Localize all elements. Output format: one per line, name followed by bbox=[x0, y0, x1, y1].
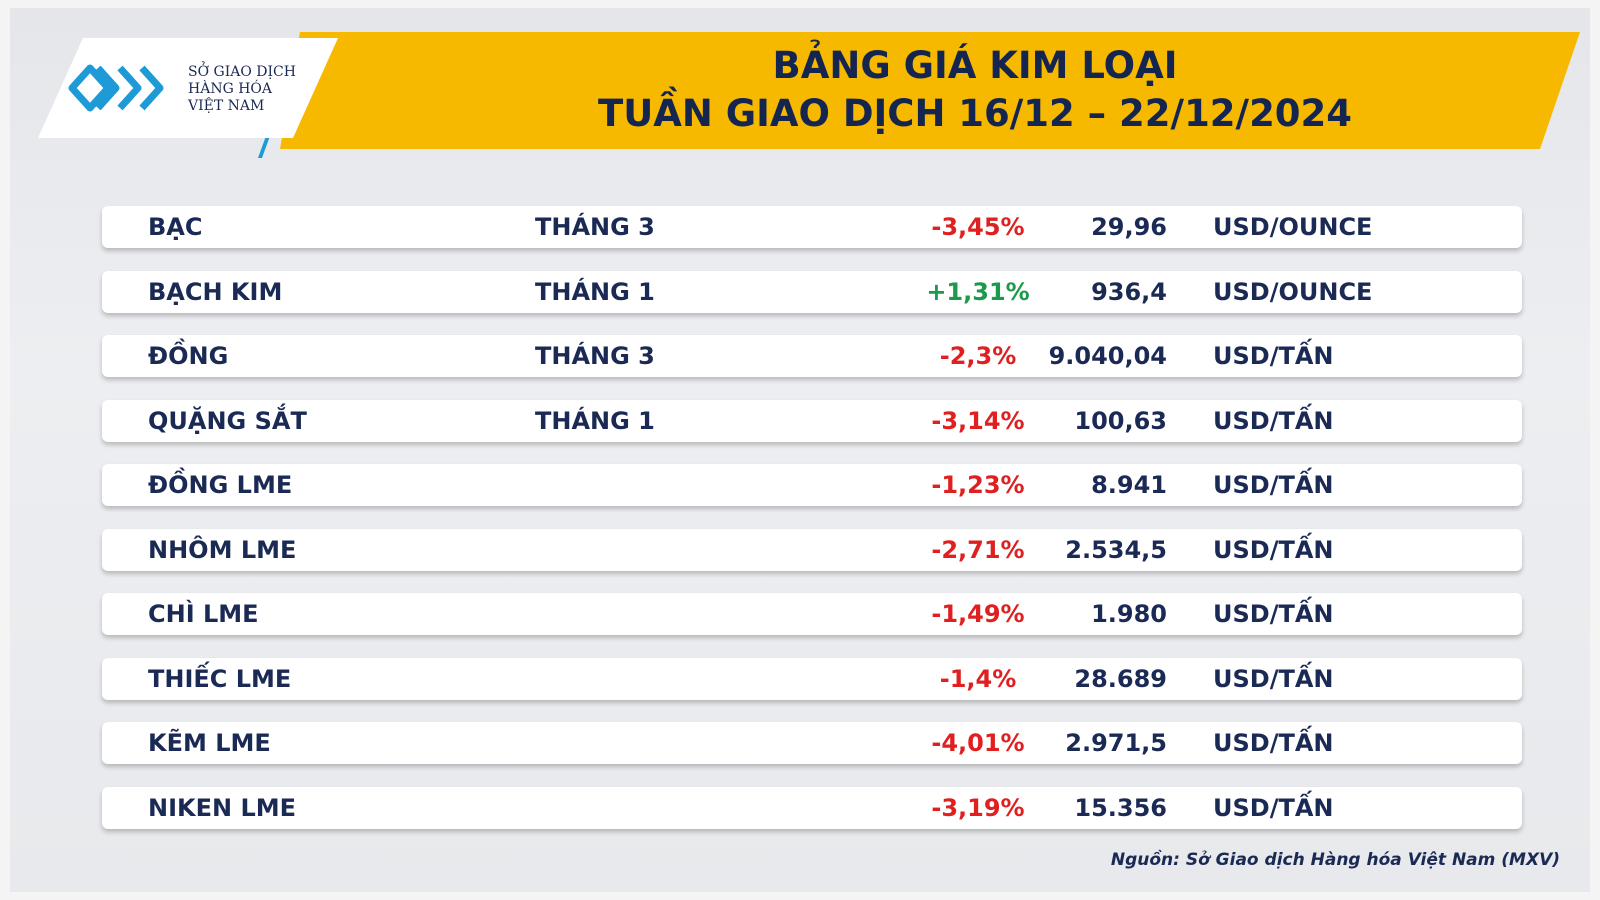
contract-month: THÁNG 1 bbox=[535, 406, 655, 435]
table-row: QUẶNG SẮT THÁNG 1 -3,14% 100,63 USD/TẤN bbox=[102, 399, 1522, 442]
contract-month: THÁNG 1 bbox=[535, 277, 655, 306]
contract-month: THÁNG 3 bbox=[535, 342, 655, 370]
price-change: -4,01% bbox=[931, 729, 1025, 757]
unit: USD/TẤN bbox=[1213, 600, 1334, 628]
metal-name: THIẾC LME bbox=[148, 664, 292, 693]
price: 9.040,04 bbox=[1048, 342, 1167, 370]
metal-name: BẠCH KIM bbox=[148, 277, 283, 306]
price: 15.356 bbox=[1074, 793, 1167, 822]
metal-name: BẠC bbox=[148, 213, 203, 241]
price-change: -2,71% bbox=[931, 535, 1025, 564]
unit: USD/TẤN bbox=[1213, 793, 1334, 822]
unit: USD/OUNCE bbox=[1213, 213, 1373, 241]
table-row: KẼM LME -4,01% 2.971,5 USD/TẤN bbox=[102, 722, 1522, 764]
price-change: -1,23% bbox=[931, 471, 1025, 499]
metal-name: KẼM LME bbox=[148, 729, 271, 757]
metal-name: QUẶNG SẮT bbox=[148, 406, 307, 435]
table-row: BẠC THÁNG 3 -3,45% 29,96 USD/OUNCE bbox=[102, 206, 1522, 248]
price: 936,4 bbox=[1091, 277, 1167, 306]
source: Nguồn: Sở Giao dịch Hàng hóa Việt Nam (M… bbox=[1110, 850, 1560, 870]
unit: USD/TẤN bbox=[1213, 471, 1334, 499]
price-change: -1,4% bbox=[939, 664, 1017, 693]
price: 100,63 bbox=[1074, 406, 1167, 435]
table-row: CHÌ LME -1,49% 1.980 USD/TẤN bbox=[102, 593, 1522, 635]
logo-icon bbox=[68, 64, 164, 112]
price-change: -3,19% bbox=[931, 793, 1025, 822]
metal-name: CHÌ LME bbox=[148, 600, 259, 628]
unit: USD/OUNCE bbox=[1213, 277, 1373, 306]
price: 29,96 bbox=[1091, 213, 1167, 241]
logo-line: SỞ GIAO DỊCH bbox=[188, 64, 296, 80]
table-row: ĐỒNG LME -1,23% 8.941 USD/TẤN bbox=[102, 464, 1522, 506]
table-row: NHÔM LME -2,71% 2.534,5 USD/TẤN bbox=[102, 528, 1522, 571]
price-change: -3,45% bbox=[931, 213, 1025, 241]
price-change: -2,3% bbox=[939, 342, 1017, 370]
price-change: -1,49% bbox=[931, 600, 1025, 628]
price-change: -3,14% bbox=[931, 406, 1025, 435]
metal-name: NIKEN LME bbox=[148, 793, 297, 822]
contract-month: THÁNG 3 bbox=[535, 213, 655, 241]
logo-line: HÀNG HÓA bbox=[188, 81, 272, 97]
metal-name: ĐỒNG bbox=[148, 342, 229, 370]
title-banner bbox=[280, 32, 1580, 149]
price: 28.689 bbox=[1074, 664, 1167, 693]
unit: USD/TẤN bbox=[1213, 664, 1334, 693]
unit: USD/TẤN bbox=[1213, 406, 1334, 435]
metal-name: NHÔM LME bbox=[148, 535, 297, 564]
metal-name: ĐỒNG LME bbox=[148, 471, 293, 499]
title-line: BẢNG GIÁ KIM LOẠI bbox=[772, 44, 1178, 87]
table-row: BẠCH KIM THÁNG 1 +1,31% 936,4 USD/OUNCE bbox=[102, 270, 1522, 313]
title-line: TUẦN GIAO DỊCH 16/12 – 22/12/2024 bbox=[597, 92, 1353, 135]
frame: SỞ GIAO DỊCH HÀNG HÓA VIỆT NAM BẢNG GIÁ … bbox=[10, 8, 1590, 892]
logo-text: SỞ GIAO DỊCH HÀNG HÓA VIỆT NAM bbox=[188, 64, 296, 115]
price: 2.534,5 bbox=[1065, 535, 1167, 564]
table-row: NIKEN LME -3,19% 15.356 USD/TẤN bbox=[102, 786, 1522, 829]
price: 8.941 bbox=[1091, 471, 1167, 499]
unit: USD/TẤN bbox=[1213, 535, 1334, 564]
price-change: +1,31% bbox=[926, 277, 1030, 306]
logo: SỞ GIAO DỊCH HÀNG HÓA VIỆT NAM bbox=[38, 38, 338, 138]
title: BẢNG GIÁ KIM LOẠI TUẦN GIAO DỊCH 16/12 –… bbox=[410, 42, 1540, 138]
unit: USD/TẤN bbox=[1213, 342, 1334, 370]
price: 2.971,5 bbox=[1065, 729, 1167, 757]
unit: USD/TẤN bbox=[1213, 729, 1334, 757]
table-row: THIẾC LME -1,4% 28.689 USD/TẤN bbox=[102, 657, 1522, 700]
price: 1.980 bbox=[1091, 600, 1167, 628]
logo-line: VIỆT NAM bbox=[188, 98, 265, 114]
table-row: ĐỒNG THÁNG 3 -2,3% 9.040,04 USD/TẤN bbox=[102, 335, 1522, 377]
